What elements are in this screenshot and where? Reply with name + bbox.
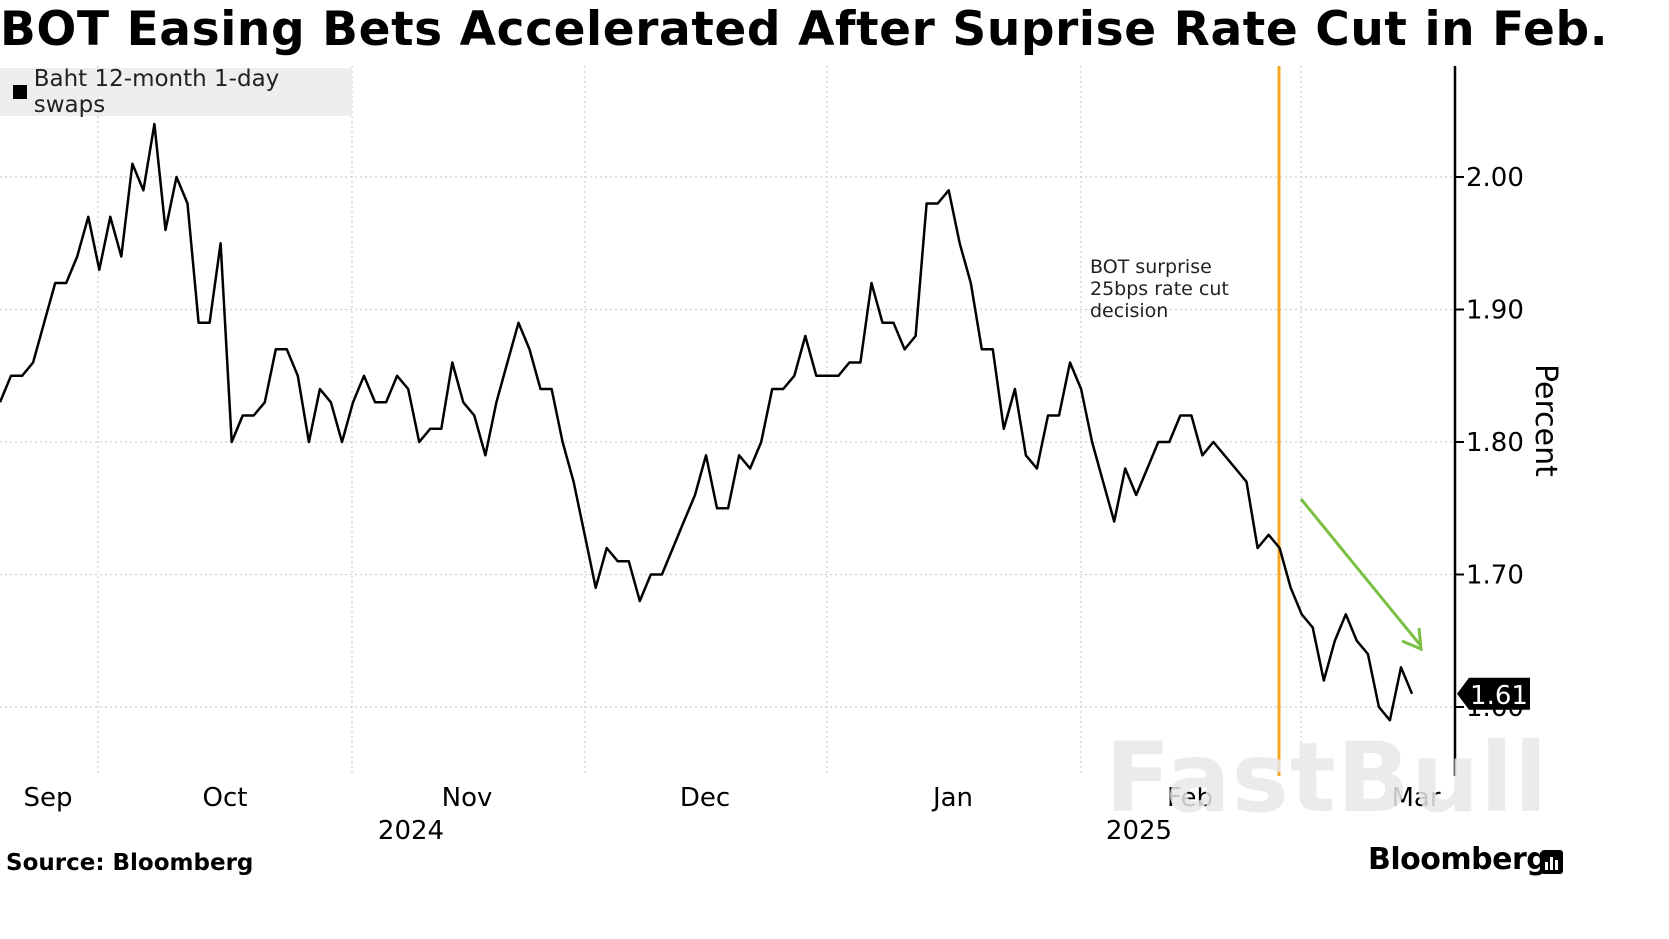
- trend-arrow-head: [1401, 627, 1423, 652]
- x-tick-label: Sep: [23, 783, 72, 813]
- y-tick-label: 2.00: [1466, 163, 1524, 193]
- y-axis-title: Percent: [1528, 364, 1563, 477]
- legend: Baht 12-month 1-day swaps: [0, 66, 352, 118]
- chart-title: BOT Easing Bets Accelerated After Supris…: [0, 2, 1609, 57]
- bloomberg-terminal-icon: [1541, 850, 1563, 874]
- watermark: FastBull: [1105, 722, 1549, 834]
- y-tick-label: 1.80: [1466, 428, 1524, 458]
- legend-swatch: [13, 85, 27, 99]
- last-value-tag: 1.61: [1457, 677, 1530, 711]
- x-tick-label: Nov: [442, 783, 493, 813]
- vertical-gridlines: [97, 66, 1302, 776]
- y-axis: 2.001.901.801.701.60Percent: [1453, 66, 1563, 776]
- x-year-label: 2024: [378, 816, 444, 846]
- last-value-label: 1.61: [1470, 681, 1528, 711]
- x-tick-label: Oct: [203, 783, 248, 813]
- x-tick-label: Mar: [1391, 783, 1440, 813]
- last-value-badge: [1457, 677, 1530, 710]
- annotation-text-line: BOT surprise: [1090, 256, 1212, 278]
- x-tick-label: Jan: [931, 783, 973, 813]
- trend-arrow: [1299, 498, 1423, 652]
- x-tick-label: Dec: [680, 783, 730, 813]
- x-year-label: 2025: [1106, 816, 1172, 846]
- trend-arrow-shaft: [1299, 498, 1423, 647]
- horizontal-gridlines: [0, 176, 1452, 708]
- x-axis: Sep Oct Nov Dec Jan Feb Mar 2024 2025: [23, 783, 1440, 846]
- series-line-baht-swaps: [0, 122, 1414, 722]
- annotation-text-line: decision: [1090, 300, 1168, 322]
- brand-logo: Bloomberg: [1368, 842, 1548, 877]
- legend-label: Baht 12-month 1-day swaps: [33, 66, 280, 118]
- source-note: Source: Bloomberg: [6, 850, 254, 876]
- y-tick-label: 1.90: [1466, 296, 1524, 326]
- annotation-text-line: 25bps rate cut: [1090, 278, 1229, 300]
- x-tick-label: Feb: [1167, 783, 1213, 813]
- y-tick-label: 1.70: [1466, 561, 1524, 591]
